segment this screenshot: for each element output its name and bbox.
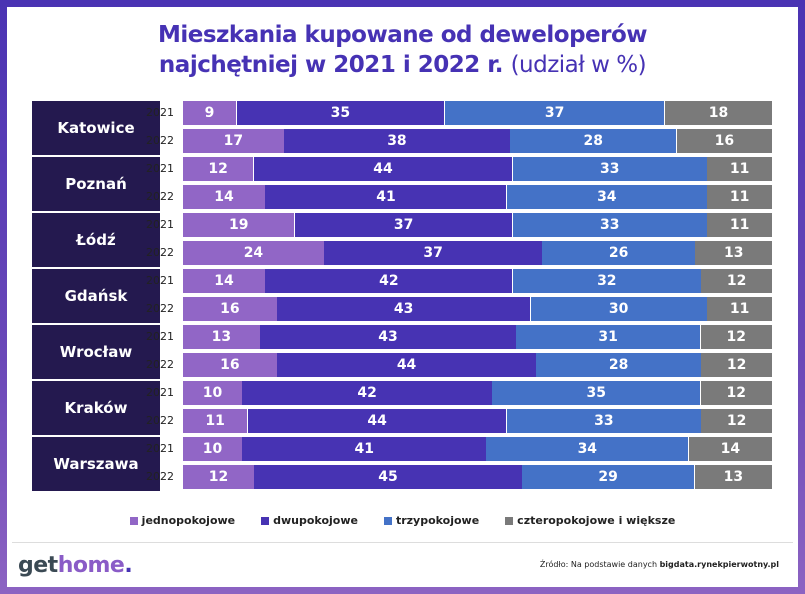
bar-segment-dwupokojowe: 41 (265, 185, 507, 209)
title-bold: najchętniej w 2021 i 2022 r. (158, 52, 504, 78)
legend: jednopokojowe dwupokojowe trzypokojowe czte… (0, 514, 805, 527)
divider (12, 542, 793, 543)
legend-item: czteropokojowe i większe (505, 514, 675, 527)
year-label: 2021 (146, 218, 174, 231)
bar-segment-trzypokojowe: 28 (510, 129, 677, 153)
year-label: 2022 (146, 358, 174, 371)
year-label: 2022 (146, 470, 174, 483)
legend-item: trzypokojowe (383, 514, 480, 527)
bar-segment-jednopokojowe: 16 (183, 297, 277, 321)
year-label: 2021 (146, 274, 174, 287)
bar-segment-jednopokojowe: 14 (183, 185, 265, 209)
legend-label: dwupokojowe (273, 514, 358, 527)
year-label: 2021 (146, 106, 174, 119)
bar-segment-czteropokojowe: 11 (707, 213, 772, 237)
bar-segment-czteropokojowe: 13 (695, 241, 772, 265)
legend-item: jednopokojowe (129, 514, 236, 527)
legend-label: czteropokojowe i większe (517, 514, 676, 527)
bar-segment-czteropokojowe: 11 (707, 185, 772, 209)
year-label: 2022 (146, 302, 174, 315)
bar-segment-trzypokojowe: 33 (506, 409, 701, 433)
bar-segment-czteropokojowe: 12 (701, 409, 772, 433)
bar-segment-trzypokojowe: 35 (492, 381, 701, 405)
bar-segment-trzypokojowe: 26 (542, 241, 695, 265)
bar-segment-trzypokojowe: 33 (512, 213, 707, 237)
year-label: 2021 (146, 442, 174, 455)
bar-segment-jednopokojowe: 19 (183, 213, 295, 237)
bar-segment-dwupokojowe: 38 (284, 129, 510, 153)
bar-segment-dwupokojowe: 35 (236, 101, 445, 125)
legend-item: dwupokojowe (261, 514, 358, 527)
bar-segment-jednopokojowe: 10 (183, 381, 242, 405)
bar-segment-jednopokojowe: 14 (183, 269, 265, 293)
bar-segment-dwupokojowe: 37 (324, 241, 542, 265)
chart-title: Mieszkania kupowane od deweloperów najch… (0, 20, 805, 80)
bar-segment-trzypokojowe: 29 (522, 465, 695, 489)
city-label: Warszawa (32, 437, 160, 491)
legend-swatch (505, 517, 514, 525)
bar-segment-czteropokojowe: 12 (700, 325, 772, 349)
bar-segment-dwupokojowe: 42 (242, 381, 492, 405)
city-label: Wrocław (32, 325, 160, 379)
city-label: Gdańsk (32, 269, 160, 323)
year-label: 2021 (146, 386, 174, 399)
legend-label: jednopokojowe (141, 514, 236, 527)
bar-segment-dwupokojowe: 45 (254, 465, 522, 489)
bar-segment-dwupokojowe: 44 (253, 157, 513, 181)
bar-segment-trzypokojowe: 33 (512, 157, 707, 181)
bar-segment-dwupokojowe: 41 (242, 437, 486, 461)
bar-segment-dwupokojowe: 37 (294, 213, 513, 237)
gethome-logo: gethome. (18, 553, 133, 578)
title-unit: (udział w %) (510, 52, 647, 78)
legend-swatch (129, 517, 138, 525)
year-label: 2021 (146, 162, 174, 175)
city-label: Łódź (32, 213, 160, 267)
city-label: Kraków (32, 381, 160, 435)
bar-segment-trzypokojowe: 34 (486, 437, 689, 461)
bar-segment-jednopokojowe: 24 (183, 241, 324, 265)
legend-swatch (383, 517, 392, 525)
bar-segment-dwupokojowe: 44 (277, 353, 536, 377)
bar-segment-dwupokojowe: 43 (277, 297, 530, 321)
bar-segment-czteropokojowe: 13 (694, 465, 772, 489)
year-label: 2022 (146, 246, 174, 259)
bar-segment-jednopokojowe: 12 (183, 157, 254, 181)
bar-segment-czteropokojowe: 14 (688, 437, 772, 461)
bar-segment-jednopokojowe: 10 (183, 437, 242, 461)
bar-segment-trzypokojowe: 28 (536, 353, 701, 377)
bar-segment-jednopokojowe: 11 (183, 409, 248, 433)
bar-segment-jednopokojowe: 13 (183, 325, 260, 349)
bar-segment-czteropokojowe: 12 (701, 353, 772, 377)
bar-segment-czteropokojowe: 16 (676, 129, 772, 153)
city-label: Katowice (32, 101, 160, 155)
legend-swatch (261, 517, 270, 525)
year-label: 2022 (146, 134, 174, 147)
bar-segment-jednopokojowe: 16 (183, 353, 277, 377)
bar-segment-czteropokojowe: 11 (707, 157, 772, 181)
bar-segment-czteropokojowe: 12 (700, 381, 772, 405)
title-line-2: najchętniej w 2021 i 2022 r. (udział w %… (0, 50, 805, 80)
bar-segment-dwupokojowe: 43 (260, 325, 516, 349)
bar-segment-trzypokojowe: 31 (516, 325, 701, 349)
bar-segment-dwupokojowe: 42 (265, 269, 513, 293)
bar-segment-trzypokojowe: 37 (444, 101, 665, 125)
bar-segment-trzypokojowe: 32 (512, 269, 701, 293)
legend-label: trzypokojowe (395, 514, 480, 527)
bar-segment-czteropokojowe: 18 (664, 101, 772, 125)
bar-segment-czteropokojowe: 12 (701, 269, 772, 293)
city-label: Poznań (32, 157, 160, 211)
title-line-1: Mieszkania kupowane od deweloperów (157, 22, 648, 48)
bar-segment-dwupokojowe: 44 (247, 409, 507, 433)
bar-segment-trzypokojowe: 30 (530, 297, 707, 321)
year-label: 2021 (146, 330, 174, 343)
bar-segment-jednopokojowe: 9 (183, 101, 237, 125)
bar-segment-jednopokojowe: 17 (183, 129, 284, 153)
year-label: 2022 (146, 190, 174, 203)
source-note: Źródło: Na podstawie danych bigdata.ryne… (539, 560, 779, 569)
year-label: 2022 (146, 414, 174, 427)
bar-segment-jednopokojowe: 12 (183, 465, 254, 489)
bar-segment-czteropokojowe: 11 (707, 297, 772, 321)
bar-segment-trzypokojowe: 34 (506, 185, 707, 209)
